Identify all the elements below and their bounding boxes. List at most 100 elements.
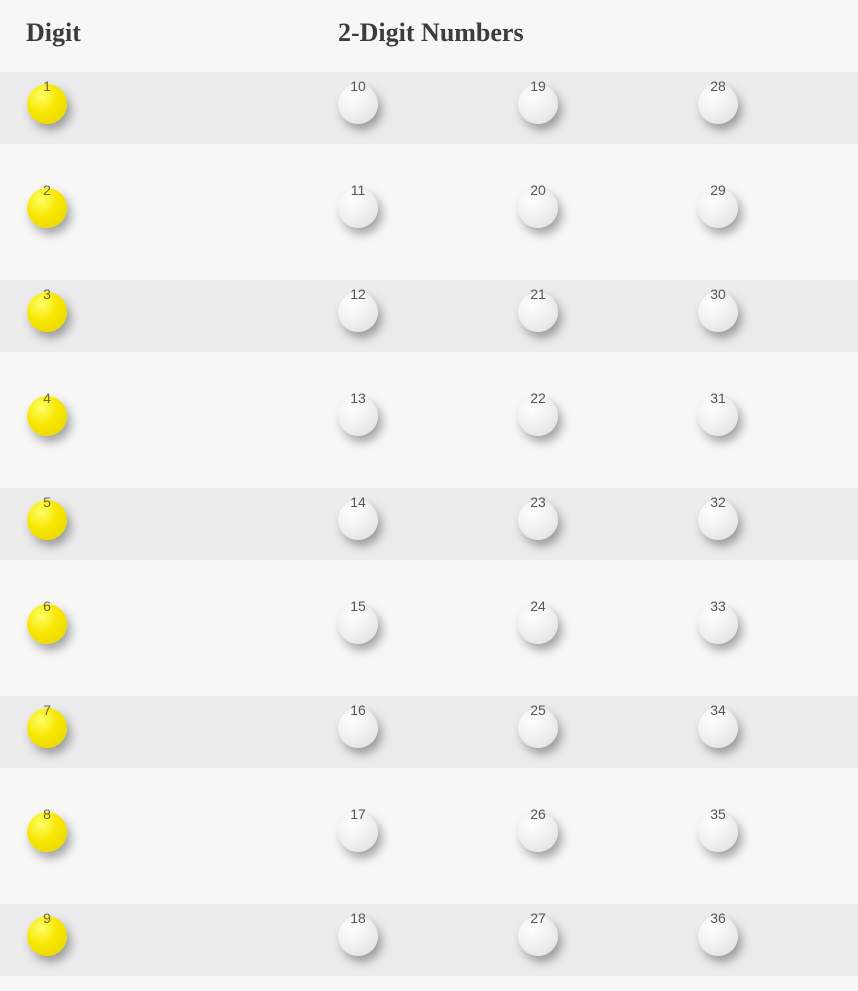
cell-digit: 5: [0, 500, 338, 540]
number-ball[interactable]: 31: [698, 396, 738, 436]
number-ball[interactable]: 35: [698, 812, 738, 852]
cell-number: 30: [698, 292, 858, 332]
table-row: 5 14 23 32: [0, 488, 858, 560]
number-ball-label: 13: [350, 391, 366, 431]
number-ball[interactable]: 21: [518, 292, 558, 332]
cell-number: 11: [338, 188, 518, 228]
digit-ball-label: 2: [43, 183, 51, 223]
table-row: 3 12 21 30: [0, 280, 858, 352]
digit-ball[interactable]: 6: [27, 604, 67, 644]
cell-digit: 1: [0, 84, 338, 124]
number-ball[interactable]: 14: [338, 500, 378, 540]
cell-number: 13: [338, 396, 518, 436]
number-ball-label: 12: [350, 287, 366, 327]
number-ball-label: 27: [530, 911, 546, 951]
number-ball[interactable]: 22: [518, 396, 558, 436]
number-ball[interactable]: 28: [698, 84, 738, 124]
number-ball[interactable]: 32: [698, 500, 738, 540]
number-ball[interactable]: 16: [338, 708, 378, 748]
number-ball[interactable]: 15: [338, 604, 378, 644]
number-ball[interactable]: 10: [338, 84, 378, 124]
number-ball[interactable]: 30: [698, 292, 738, 332]
digit-ball-label: 8: [43, 807, 51, 847]
number-ball[interactable]: 12: [338, 292, 378, 332]
cell-number: 17: [338, 812, 518, 852]
row-gap: [0, 872, 858, 904]
table-row: 8 17 26 35: [0, 800, 858, 872]
number-ball-label: 35: [710, 807, 726, 847]
number-ball[interactable]: 17: [338, 812, 378, 852]
cell-number: 28: [698, 84, 858, 124]
cell-number: 12: [338, 292, 518, 332]
cell-number: 21: [518, 292, 698, 332]
number-ball[interactable]: 24: [518, 604, 558, 644]
digit-ball[interactable]: 5: [27, 500, 67, 540]
number-ball-label: 20: [530, 183, 546, 223]
number-ball-label: 17: [350, 807, 366, 847]
header-digit: Digit: [0, 18, 338, 48]
digit-ball-label: 6: [43, 599, 51, 639]
number-ball-label: 16: [350, 703, 366, 743]
number-ball[interactable]: 11: [338, 188, 378, 228]
cell-digit: 8: [0, 812, 338, 852]
number-ball[interactable]: 18: [338, 916, 378, 956]
cell-number: 24: [518, 604, 698, 644]
number-ball[interactable]: 36: [698, 916, 738, 956]
number-ball-label: 26: [530, 807, 546, 847]
number-ball[interactable]: 26: [518, 812, 558, 852]
number-ball[interactable]: 34: [698, 708, 738, 748]
digit-ball-label: 5: [43, 495, 51, 535]
number-ball-label: 18: [350, 911, 366, 951]
cell-number: 29: [698, 188, 858, 228]
number-ball-label: 22: [530, 391, 546, 431]
cell-number: 33: [698, 604, 858, 644]
row-gap: [0, 768, 858, 800]
row-gap: [0, 352, 858, 384]
cell-digit: 9: [0, 916, 338, 956]
digit-ball[interactable]: 2: [27, 188, 67, 228]
number-ball[interactable]: 33: [698, 604, 738, 644]
table-row: 9 18 27 36: [0, 904, 858, 976]
number-ball-label: 25: [530, 703, 546, 743]
digit-ball-label: 9: [43, 911, 51, 951]
header-row: Digit 2-Digit Numbers: [0, 0, 858, 72]
cell-number: 19: [518, 84, 698, 124]
header-two-digit: 2-Digit Numbers: [338, 18, 524, 48]
number-ball-label: 10: [350, 79, 366, 119]
number-ball[interactable]: 23: [518, 500, 558, 540]
cell-digit: 7: [0, 708, 338, 748]
rows-container: 1101928211202931221304132231514233261524…: [0, 72, 858, 976]
number-ball[interactable]: 29: [698, 188, 738, 228]
table-row: 7 16 25 34: [0, 696, 858, 768]
cell-number: 23: [518, 500, 698, 540]
digit-ball[interactable]: 8: [27, 812, 67, 852]
cell-number: 34: [698, 708, 858, 748]
number-ball-label: 19: [530, 79, 546, 119]
cell-number: 14: [338, 500, 518, 540]
cell-number: 36: [698, 916, 858, 956]
digit-ball[interactable]: 4: [27, 396, 67, 436]
digit-ball-label: 4: [43, 391, 51, 431]
table-row: 1 10 19 28: [0, 72, 858, 144]
cell-number: 10: [338, 84, 518, 124]
number-ball[interactable]: 25: [518, 708, 558, 748]
number-ball[interactable]: 20: [518, 188, 558, 228]
cell-number: 26: [518, 812, 698, 852]
cell-digit: 6: [0, 604, 338, 644]
number-ball-label: 30: [710, 287, 726, 327]
number-ball-label: 31: [710, 391, 726, 431]
digit-ball[interactable]: 7: [27, 708, 67, 748]
number-ball[interactable]: 27: [518, 916, 558, 956]
table-row: 6 15 24 33: [0, 592, 858, 664]
digit-ball[interactable]: 3: [27, 292, 67, 332]
digit-ball-label: 3: [43, 287, 51, 327]
number-ball-label: 24: [530, 599, 546, 639]
number-ball[interactable]: 19: [518, 84, 558, 124]
number-ball-label: 32: [710, 495, 726, 535]
number-ball-label: 21: [530, 287, 546, 327]
number-ball[interactable]: 13: [338, 396, 378, 436]
digit-ball[interactable]: 1: [27, 84, 67, 124]
digit-ball[interactable]: 9: [27, 916, 67, 956]
cell-number: 16: [338, 708, 518, 748]
number-ball-label: 11: [351, 183, 366, 223]
